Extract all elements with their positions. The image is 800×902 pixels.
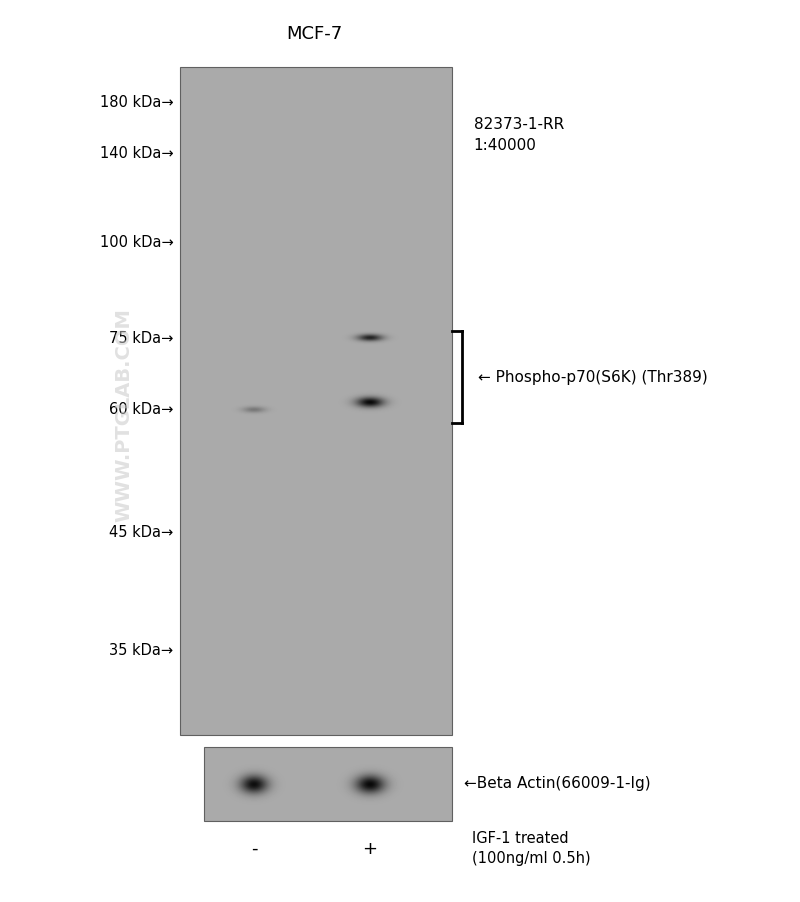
Text: -: - <box>251 839 258 857</box>
Text: IGF-1 treated
(100ng/ml 0.5h): IGF-1 treated (100ng/ml 0.5h) <box>472 830 590 865</box>
Text: 75 kDa→: 75 kDa→ <box>110 331 174 345</box>
Text: ←Beta Actin(66009-1-Ig): ←Beta Actin(66009-1-Ig) <box>464 776 650 790</box>
Text: 140 kDa→: 140 kDa→ <box>100 146 174 161</box>
Text: MCF-7: MCF-7 <box>286 25 342 43</box>
Text: 180 kDa→: 180 kDa→ <box>100 95 174 109</box>
Text: 45 kDa→: 45 kDa→ <box>110 525 174 539</box>
FancyBboxPatch shape <box>204 747 452 821</box>
Text: 60 kDa→: 60 kDa→ <box>110 401 174 416</box>
Text: 82373-1-RR
1:40000: 82373-1-RR 1:40000 <box>474 117 564 153</box>
Text: WWW.PTGLAB.COM: WWW.PTGLAB.COM <box>114 308 134 521</box>
Text: 35 kDa→: 35 kDa→ <box>110 642 174 657</box>
Text: ← Phospho-p70(S6K) (Thr389): ← Phospho-p70(S6K) (Thr389) <box>478 370 708 384</box>
Text: 100 kDa→: 100 kDa→ <box>100 235 174 249</box>
FancyBboxPatch shape <box>180 68 452 735</box>
Text: +: + <box>362 839 377 857</box>
